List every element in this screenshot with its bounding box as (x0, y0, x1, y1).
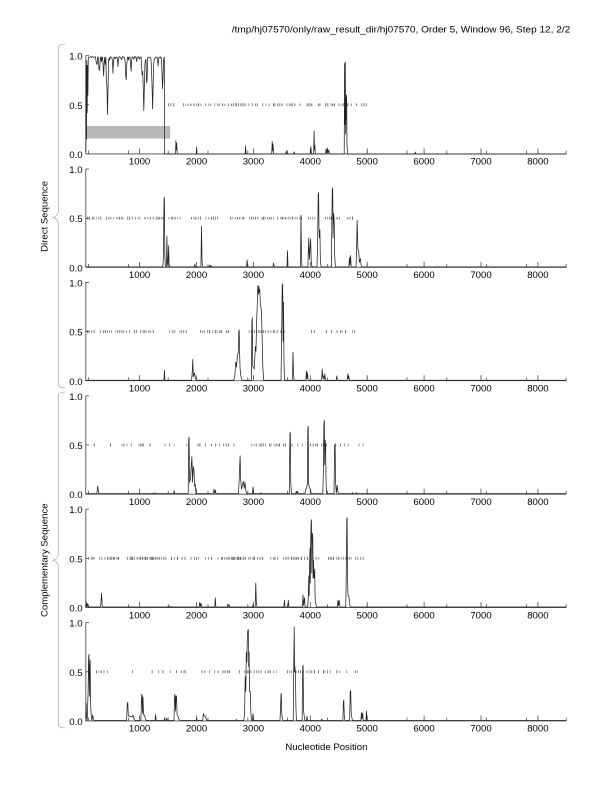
svg-text:2000: 2000 (186, 497, 207, 508)
svg-text:7000: 7000 (470, 724, 491, 735)
svg-text:5000: 5000 (357, 724, 378, 735)
svg-text:6000: 6000 (413, 497, 434, 508)
svg-text:8000: 8000 (527, 724, 548, 735)
svg-text:/tmp/hj07570/only/raw_result_d: /tmp/hj07570/only/raw_result_dir/hj07570… (232, 24, 570, 35)
svg-text:5000: 5000 (357, 383, 378, 394)
svg-text:4000: 4000 (300, 610, 321, 621)
svg-text:5000: 5000 (357, 610, 378, 621)
svg-text:3000: 3000 (243, 724, 264, 735)
svg-text:7000: 7000 (470, 157, 491, 168)
svg-text:7000: 7000 (470, 610, 491, 621)
svg-text:7000: 7000 (470, 270, 491, 281)
svg-text:7000: 7000 (470, 383, 491, 394)
svg-text:2000: 2000 (186, 724, 207, 735)
svg-text:2000: 2000 (186, 270, 207, 281)
svg-text:5000: 5000 (357, 270, 378, 281)
svg-text:0.5: 0.5 (69, 328, 82, 339)
svg-text:1000: 1000 (129, 724, 150, 735)
svg-text:7000: 7000 (470, 497, 491, 508)
svg-text:Nucleotide Position: Nucleotide Position (285, 742, 367, 753)
svg-text:4000: 4000 (300, 157, 321, 168)
svg-text:2000: 2000 (186, 157, 207, 168)
svg-text:8000: 8000 (527, 497, 548, 508)
svg-text:6000: 6000 (413, 157, 434, 168)
svg-text:3000: 3000 (243, 383, 264, 394)
svg-text:0.0: 0.0 (69, 604, 82, 615)
svg-text:1.0: 1.0 (69, 165, 82, 176)
svg-text:2000: 2000 (186, 383, 207, 394)
svg-text:0.5: 0.5 (69, 668, 82, 679)
svg-text:Complementary Sequence: Complementary Sequence (40, 503, 51, 617)
svg-text:1000: 1000 (129, 270, 150, 281)
svg-text:1000: 1000 (129, 610, 150, 621)
svg-text:5000: 5000 (357, 157, 378, 168)
svg-text:0.0: 0.0 (69, 717, 82, 728)
svg-text:1000: 1000 (129, 383, 150, 394)
svg-text:0.5: 0.5 (69, 441, 82, 452)
svg-text:6000: 6000 (413, 383, 434, 394)
svg-text:1000: 1000 (129, 157, 150, 168)
svg-text:3000: 3000 (243, 497, 264, 508)
svg-text:0.0: 0.0 (69, 377, 82, 388)
svg-text:6000: 6000 (413, 610, 434, 621)
svg-text:6000: 6000 (413, 270, 434, 281)
svg-text:3000: 3000 (243, 270, 264, 281)
svg-text:4000: 4000 (300, 383, 321, 394)
svg-text:6000: 6000 (413, 724, 434, 735)
svg-text:1.0: 1.0 (69, 278, 82, 289)
svg-text:0.5: 0.5 (69, 214, 82, 225)
svg-text:0.0: 0.0 (69, 150, 82, 161)
svg-text:8000: 8000 (527, 383, 548, 394)
svg-text:8000: 8000 (527, 157, 548, 168)
svg-text:0.0: 0.0 (69, 490, 82, 501)
svg-text:1.0: 1.0 (69, 505, 82, 516)
svg-text:4000: 4000 (300, 497, 321, 508)
svg-text:Direct Sequence: Direct Sequence (40, 181, 51, 252)
svg-text:4000: 4000 (300, 270, 321, 281)
svg-text:2000: 2000 (186, 610, 207, 621)
svg-text:8000: 8000 (527, 270, 548, 281)
svg-text:0.5: 0.5 (69, 101, 82, 112)
svg-text:1.0: 1.0 (69, 392, 82, 403)
svg-text:3000: 3000 (243, 157, 264, 168)
svg-text:3000: 3000 (243, 610, 264, 621)
svg-text:1.0: 1.0 (69, 52, 82, 63)
svg-text:1.0: 1.0 (69, 619, 82, 630)
svg-text:0.0: 0.0 (69, 263, 82, 274)
svg-text:1000: 1000 (129, 497, 150, 508)
svg-text:4000: 4000 (300, 724, 321, 735)
svg-text:8000: 8000 (527, 610, 548, 621)
svg-text:5000: 5000 (357, 497, 378, 508)
svg-text:0.5: 0.5 (69, 554, 82, 565)
